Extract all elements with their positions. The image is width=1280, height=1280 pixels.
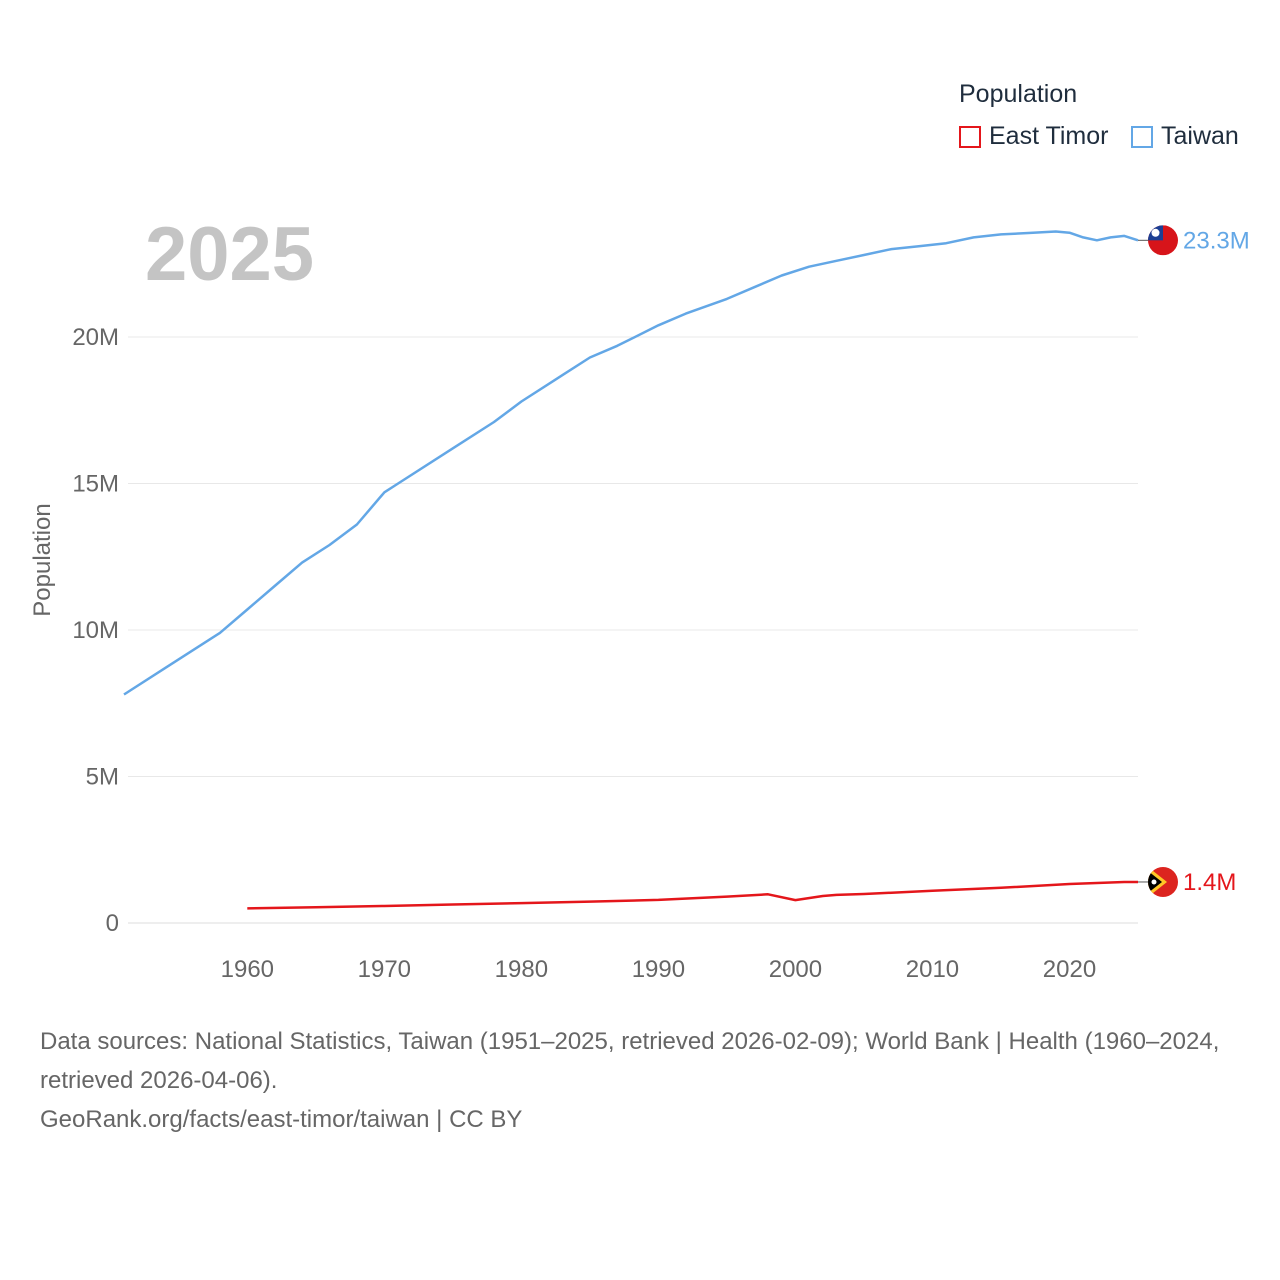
x-axis-tick-labels: 1960 1970 1980 1990 2000 2010 2020 bbox=[221, 956, 1097, 983]
y-tick-label: 0 bbox=[106, 910, 119, 937]
attribution-link[interactable]: GeoRank.org/facts/east-timor/taiwan | CC… bbox=[40, 1106, 523, 1133]
x-tick-label: 2010 bbox=[906, 956, 959, 983]
x-tick-label: 1960 bbox=[221, 956, 274, 983]
y-tick-label: 20M bbox=[72, 324, 119, 351]
y-axis-tick-labels: 0 5M 10M 15M 20M bbox=[72, 324, 119, 937]
legend-item-east-timor[interactable]: East Timor bbox=[959, 122, 1108, 151]
legend-label-taiwan: Taiwan bbox=[1161, 122, 1239, 150]
legend-item-taiwan[interactable]: Taiwan bbox=[1131, 122, 1239, 151]
flag-body bbox=[1148, 225, 1178, 256]
legend-swatch-taiwan bbox=[1131, 125, 1153, 148]
legend-label-east-timor: East Timor bbox=[989, 122, 1109, 150]
x-tick-label: 1990 bbox=[632, 956, 685, 983]
east-timor-flag-icon bbox=[1148, 866, 1178, 897]
grid-lines bbox=[128, 336, 1138, 924]
flag-body bbox=[1148, 866, 1178, 897]
data-sources: Data sources: National Statistics, Taiwa… bbox=[40, 1022, 1250, 1139]
flag-sun bbox=[1151, 228, 1160, 237]
taiwan-flag-icon bbox=[1148, 225, 1178, 256]
legend-swatch-east-timor bbox=[959, 125, 981, 148]
y-tick-label: 15M bbox=[72, 471, 119, 498]
end-label-taiwan: 23.3M bbox=[1183, 227, 1250, 254]
x-tick-label: 1970 bbox=[358, 956, 411, 983]
series-line-taiwan bbox=[123, 230, 1139, 696]
y-tick-label: 10M bbox=[72, 617, 119, 644]
legend-title: Population bbox=[959, 80, 1078, 108]
y-axis-label: Population bbox=[29, 503, 56, 616]
x-tick-label: 1980 bbox=[495, 956, 548, 983]
series-line-east-timor bbox=[247, 880, 1138, 910]
flag-star bbox=[1151, 879, 1157, 885]
year-overlay: 2025 bbox=[145, 212, 314, 297]
series-lines bbox=[123, 230, 1139, 910]
x-tick-label: 2020 bbox=[1043, 956, 1096, 983]
series-end-markers: 23.3M 1.4M bbox=[1138, 225, 1250, 897]
sources-text: Data sources: National Statistics, Taiwa… bbox=[40, 1028, 1220, 1094]
x-tick-label: 2000 bbox=[769, 956, 822, 983]
y-tick-label: 5M bbox=[86, 764, 119, 791]
end-label-east-timor: 1.4M bbox=[1183, 869, 1236, 896]
